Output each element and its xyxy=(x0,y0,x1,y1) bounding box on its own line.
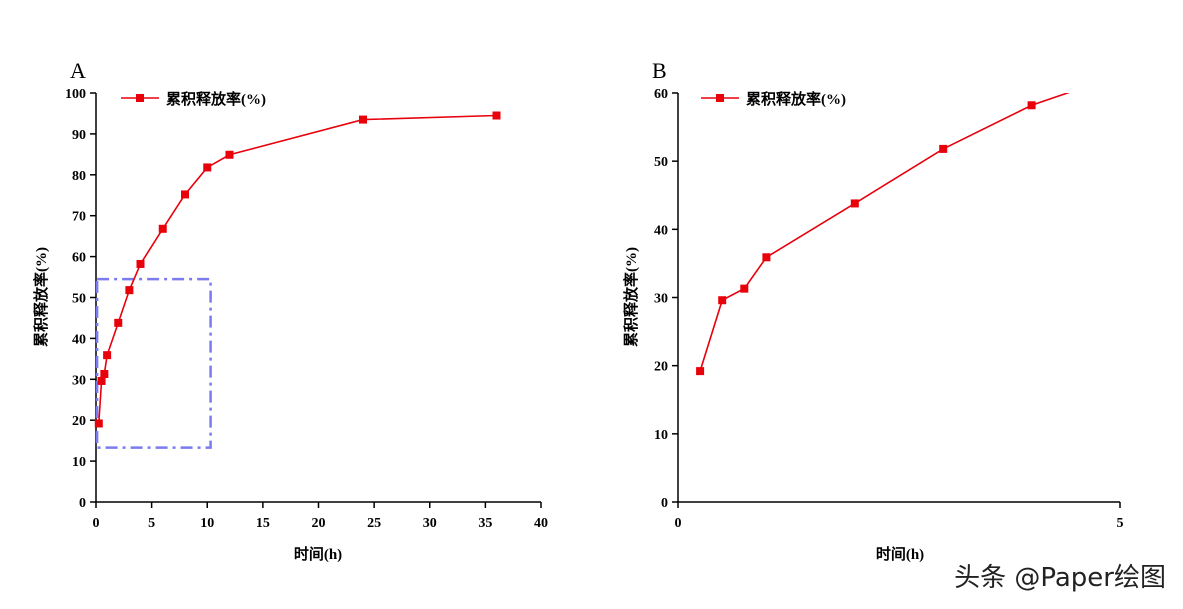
y-tick-label: 70 xyxy=(72,210,86,225)
data-point xyxy=(203,163,212,172)
y-tick-label: 40 xyxy=(654,223,668,238)
chart-panel-b: 0 10 20 30 40 50 60 0 5 B 时间(h) 累积释放率(%) 累积释放率(%) xyxy=(622,58,1124,563)
y-tick-label: 50 xyxy=(654,155,668,170)
x-tick-label: 15 xyxy=(256,516,270,531)
data-point xyxy=(136,259,145,268)
y-tick-label: 20 xyxy=(654,360,668,375)
y-tick-label: 0 xyxy=(79,496,86,511)
y-tick-label: 60 xyxy=(654,87,668,102)
series xyxy=(696,93,1070,376)
x-tick-label: 10 xyxy=(200,516,214,531)
watermark-text: 头条 @Paper绘图 xyxy=(954,563,1166,593)
x-tick-label: 5 xyxy=(148,516,155,531)
y-tick-label: 50 xyxy=(72,292,86,307)
y-tick-label: 40 xyxy=(72,332,86,347)
x-tick-label: 25 xyxy=(367,516,381,531)
y-tick-label: 10 xyxy=(654,428,668,443)
data-point xyxy=(158,224,167,233)
panel-label: B xyxy=(652,58,667,83)
legend-marker xyxy=(716,94,724,102)
y-tick-label: 30 xyxy=(654,292,668,307)
chart-panel-a: 0 10 20 30 40 50 60 70 80 90 100 0 5 10 15 20 25 30 35 40 A 时… xyxy=(32,58,548,563)
y-tick-label: 0 xyxy=(661,496,668,511)
x-tick-label: 20 xyxy=(312,516,326,531)
data-point xyxy=(181,190,189,199)
x-axis-title: 时间(h) xyxy=(876,545,924,563)
legend-marker xyxy=(136,94,144,102)
x-tick-label: 40 xyxy=(534,516,548,531)
data-point xyxy=(359,115,367,124)
data-point xyxy=(492,111,501,120)
data-point xyxy=(94,419,103,428)
y-axis-title: 累积释放率(%) xyxy=(32,247,50,347)
data-point xyxy=(225,150,234,159)
data-point xyxy=(939,144,948,153)
y-tick-label: 90 xyxy=(72,128,86,143)
data-point xyxy=(114,318,123,327)
series xyxy=(94,111,501,428)
x-tick-label: 0 xyxy=(675,516,682,531)
data-point xyxy=(125,286,134,295)
data-point xyxy=(718,296,727,305)
y-tick-label: 30 xyxy=(72,373,86,388)
y-tick-label: 60 xyxy=(72,251,86,266)
x-tick-label: 30 xyxy=(423,516,437,531)
x-tick-label: 0 xyxy=(93,516,100,531)
legend-label: 累积释放率(%) xyxy=(746,90,846,108)
y-tick-label: 100 xyxy=(65,87,86,102)
data-point xyxy=(103,351,112,360)
y-tick-label: 80 xyxy=(72,169,86,184)
y-tick-label: 10 xyxy=(72,455,86,470)
data-point xyxy=(696,367,705,376)
data-point xyxy=(100,369,109,378)
y-tick-label: 20 xyxy=(72,414,86,429)
data-point xyxy=(97,376,106,385)
series-line xyxy=(699,93,1070,372)
data-point xyxy=(1027,101,1036,110)
data-point xyxy=(850,199,859,208)
panel-label: A xyxy=(70,58,86,83)
data-point xyxy=(762,253,771,262)
x-tick-label: 5 xyxy=(1117,516,1124,531)
zoom-box xyxy=(95,277,212,449)
data-point xyxy=(740,284,749,293)
series-line xyxy=(97,114,497,424)
x-tick-label: 35 xyxy=(478,516,492,531)
legend-label: 累积释放率(%) xyxy=(166,90,266,108)
y-axis-title: 累积释放率(%) xyxy=(622,247,640,347)
x-axis-title: 时间(h) xyxy=(294,545,342,563)
